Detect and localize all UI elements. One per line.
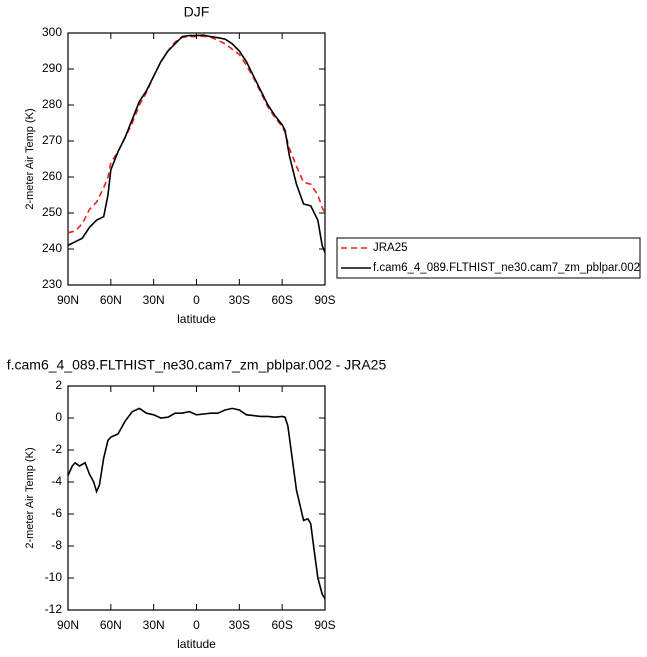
x-tick-label: 30S: [229, 618, 250, 632]
legend-label: f.cam6_4_089.FLTHIST_ne30.cam7_zm_pblpar…: [373, 262, 640, 274]
x-axis-label: latitude: [177, 312, 216, 326]
y-tick-label: 240: [42, 241, 62, 255]
x-tick-label: 30S: [229, 293, 250, 307]
y-tick-label: 270: [42, 133, 62, 147]
y-axis-label: 2-meter Air Temp (K): [24, 108, 36, 209]
legend-label: JRA25: [373, 242, 408, 254]
data-line: [67, 407, 326, 600]
y-tick-label: -6: [51, 506, 62, 520]
y-axis-label: 2-meter Air Temp (K): [24, 447, 36, 548]
legend-box: [336, 237, 641, 279]
x-axis-label: latitude: [177, 637, 216, 651]
plot-frame: [67, 32, 326, 286]
y-tick-label: -2: [51, 442, 62, 456]
x-tick-label: 30N: [143, 293, 165, 307]
y-tick-label: -10: [45, 570, 63, 584]
y-tick-label: 2: [55, 378, 62, 392]
x-tick-label: 60S: [271, 618, 292, 632]
y-tick-label: 300: [42, 25, 62, 39]
y-tick-label: 280: [42, 97, 62, 111]
x-tick-label: 90S: [314, 618, 335, 632]
y-tick-label: -4: [51, 474, 62, 488]
chart-title: DJF: [184, 4, 210, 20]
x-tick-label: 30N: [143, 618, 165, 632]
y-tick-label: -8: [51, 538, 62, 552]
x-tick-label: 90N: [57, 293, 79, 307]
y-tick-label: -12: [45, 602, 63, 616]
y-tick-label: 250: [42, 205, 62, 219]
y-tick-label: 260: [42, 169, 62, 183]
x-tick-label: 60N: [100, 618, 122, 632]
x-tick-label: 60N: [100, 293, 122, 307]
x-tick-label: 60S: [271, 293, 292, 307]
chart-title: f.cam6_4_089.FLTHIST_ne30.cam7_zm_pblpar…: [7, 357, 387, 373]
y-tick-label: 0: [55, 410, 62, 424]
x-tick-label: 90S: [314, 293, 335, 307]
data-line: [67, 34, 326, 253]
x-tick-label: 0: [193, 293, 200, 307]
y-tick-label: 290: [42, 61, 62, 75]
x-tick-label: 0: [193, 618, 200, 632]
x-tick-label: 90N: [57, 618, 79, 632]
y-tick-label: 230: [42, 277, 62, 291]
